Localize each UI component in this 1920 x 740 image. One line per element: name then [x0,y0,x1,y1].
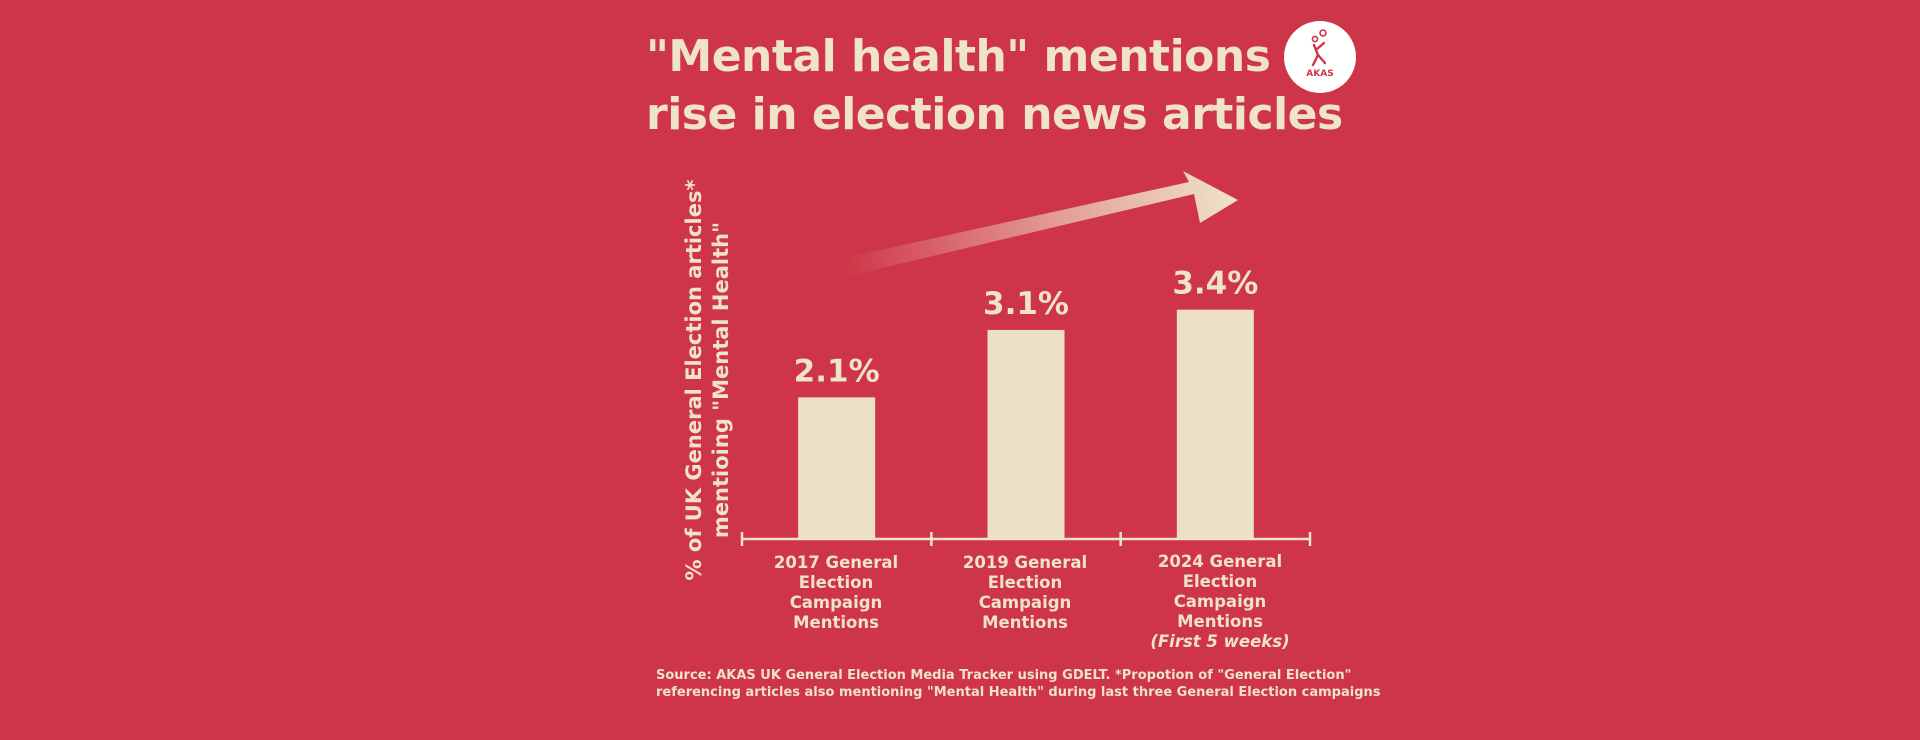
akas-logo: AKAS [1284,21,1356,93]
trend-arrow-icon [835,171,1238,278]
source-line-1: Source: AKAS UK General Election Media T… [656,668,1352,683]
chart-title-line-2: rise in election news articles [646,89,1343,140]
bar-value-label: 3.1% [983,286,1069,322]
bar-value-label: 2.1% [794,353,880,389]
bar [1176,309,1254,539]
chart-title-line-1: "Mental health" mentions [646,31,1271,82]
akas-logo-text: AKAS [1306,69,1334,79]
x-tick-label-2017: 2017 General Election Campaign Mentions [773,553,899,632]
bar-value-label: 3.4% [1172,266,1258,302]
x-tick-note-2024: (First 5 weeks) [1150,632,1290,651]
source-footnote: Source: AKAS UK General Election Media T… [656,667,1381,701]
x-tick-label-2019: 2019 General Election Campaign Mentions [962,553,1088,632]
bar [798,397,876,539]
bar [987,329,1065,539]
source-line-2: referencing articles also mentioning "Me… [656,685,1381,700]
x-tick-label-2024: 2024 General Election Campaign Mentions … [1130,552,1310,652]
akas-logo-mark-icon [1311,29,1327,67]
